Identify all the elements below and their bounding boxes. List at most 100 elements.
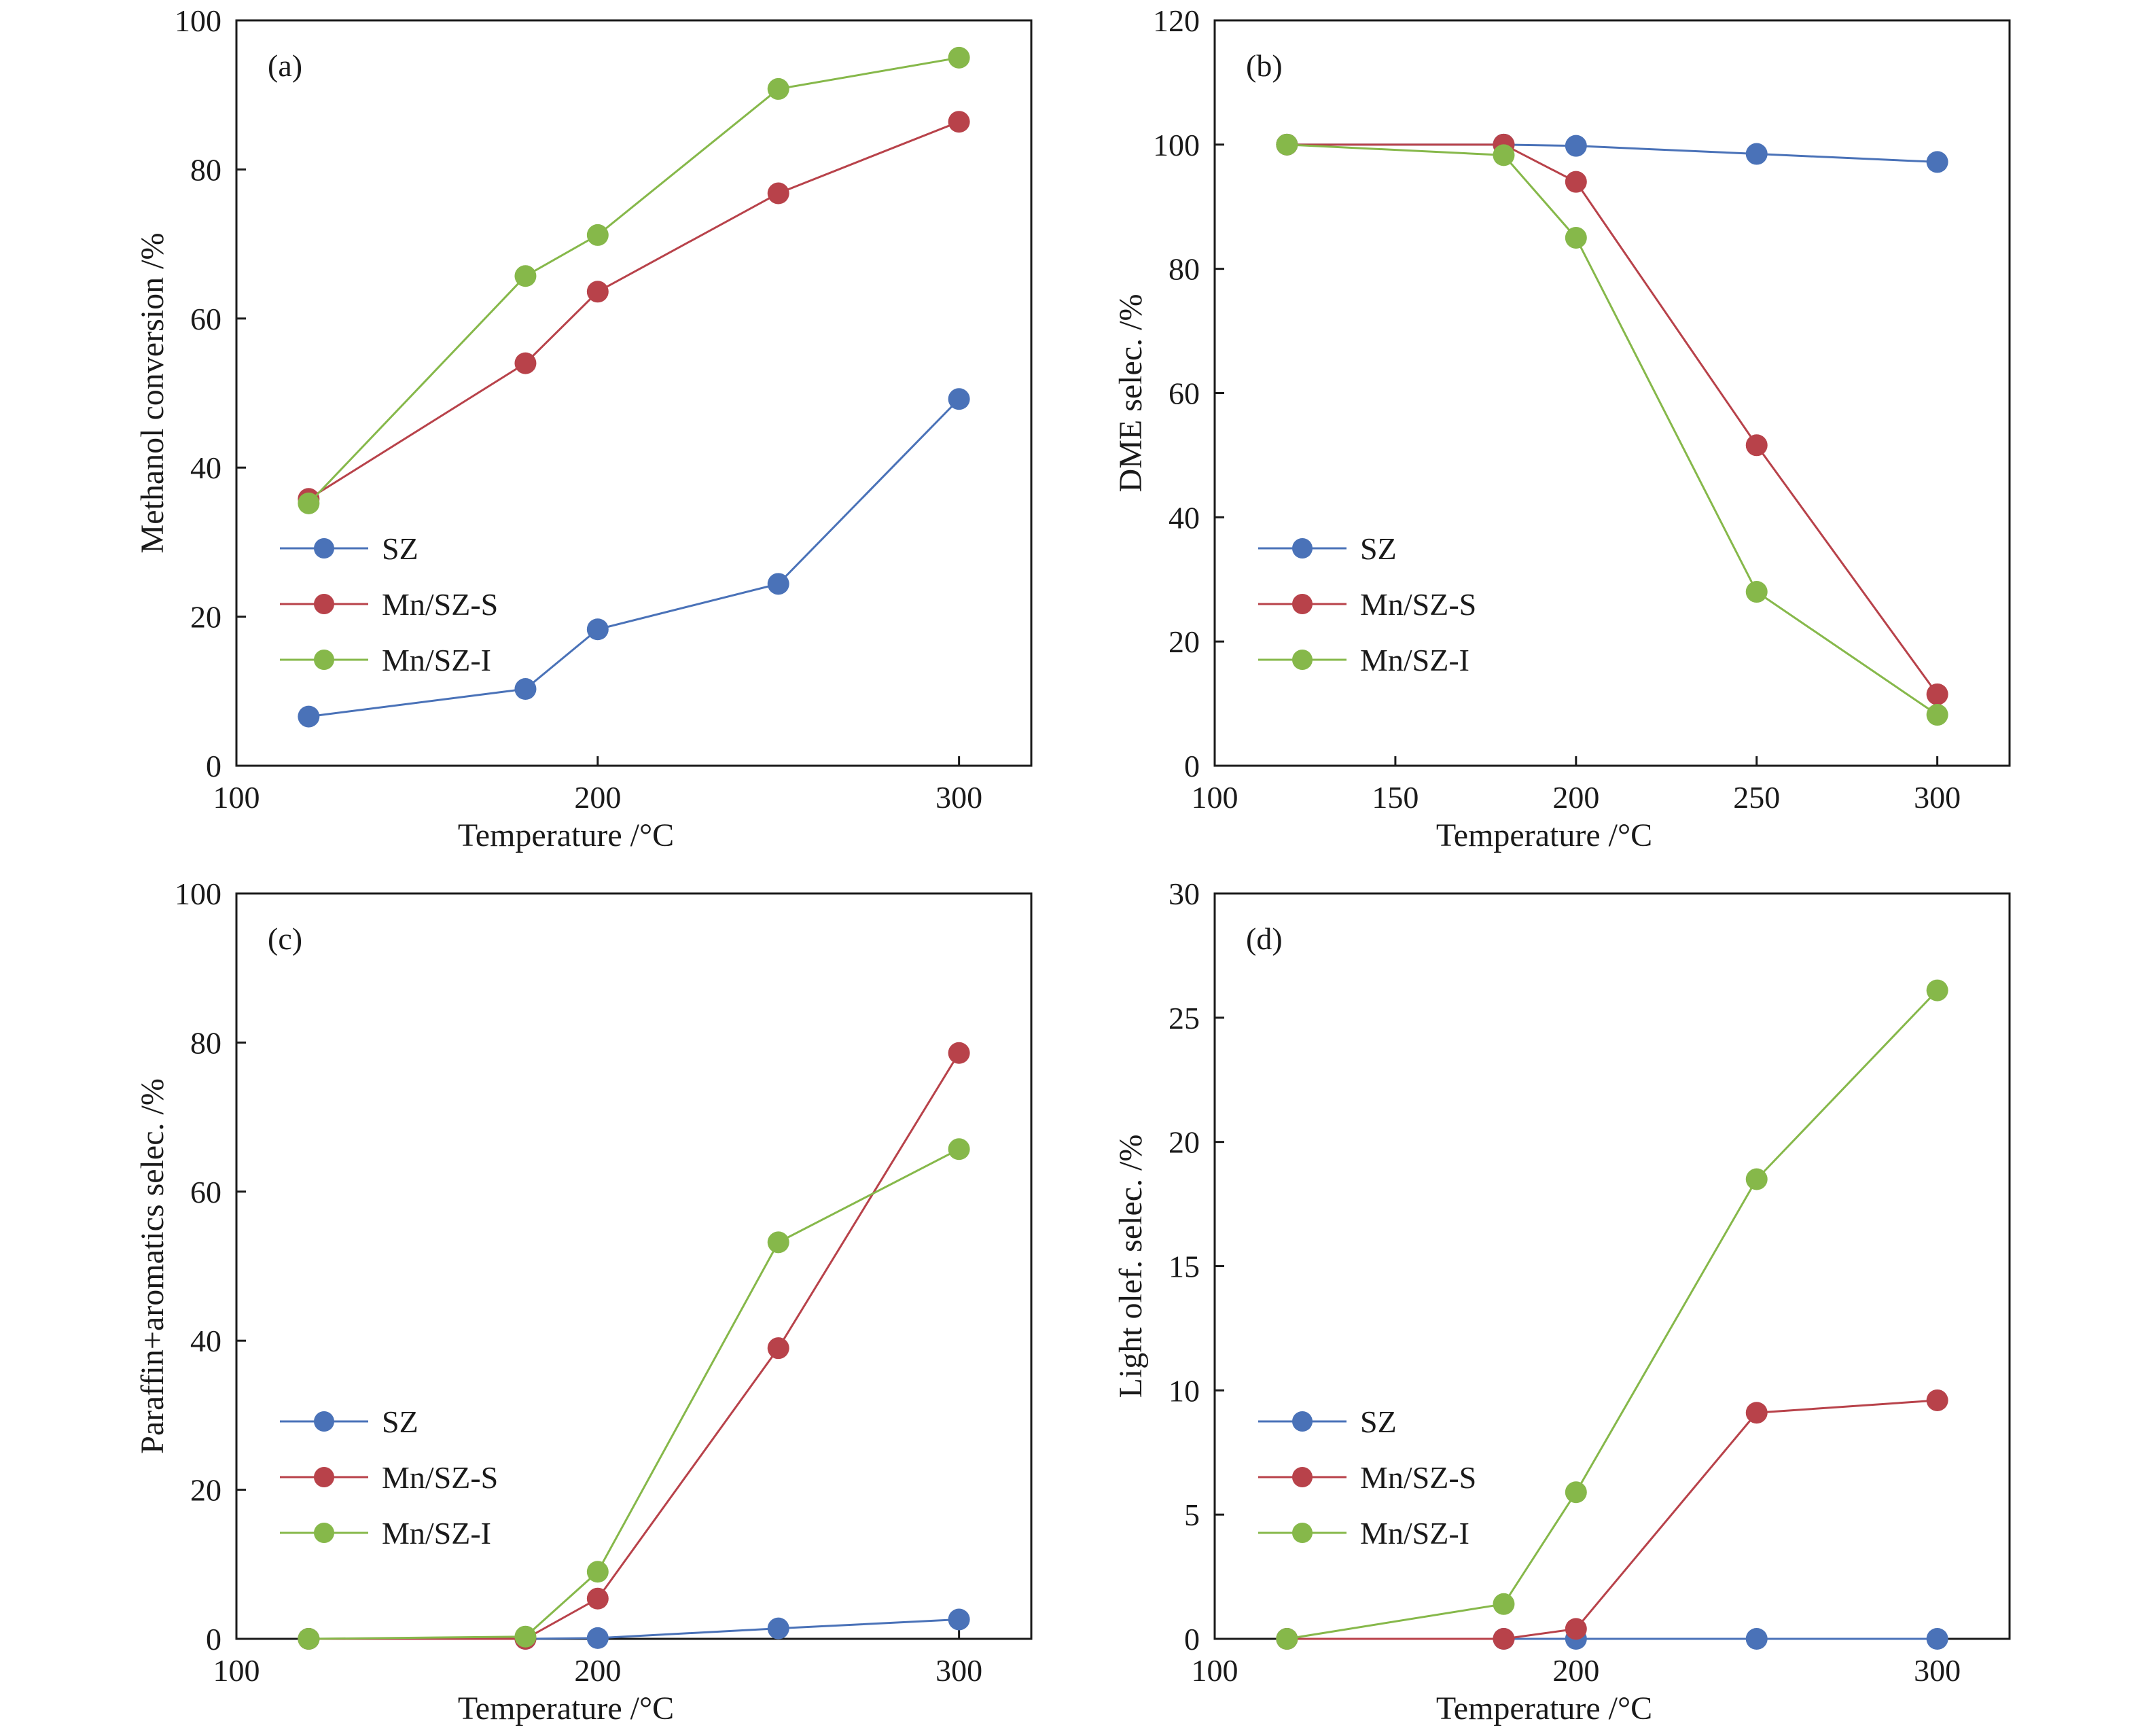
x-axis-title: Temperature /°C bbox=[458, 1690, 674, 1726]
panel-label: (a) bbox=[268, 48, 302, 83]
legend-marker bbox=[314, 650, 334, 670]
data-point bbox=[1493, 144, 1515, 166]
data-point bbox=[1493, 1593, 1515, 1615]
panel-label: (d) bbox=[1246, 921, 1283, 956]
x-tick-label: 200 bbox=[1552, 1653, 1599, 1688]
x-axis-title: Temperature /°C bbox=[1436, 817, 1652, 853]
data-point bbox=[1493, 1628, 1515, 1650]
y-tick-label: 120 bbox=[1153, 3, 1200, 38]
data-point bbox=[767, 182, 789, 205]
y-tick-label: 0 bbox=[1184, 749, 1200, 783]
data-point bbox=[948, 388, 970, 410]
data-point bbox=[1276, 133, 1298, 156]
data-point bbox=[586, 1627, 609, 1649]
y-tick-label: 100 bbox=[175, 3, 221, 38]
panel-label: (c) bbox=[268, 921, 302, 956]
data-point bbox=[1565, 1481, 1587, 1504]
data-point bbox=[514, 678, 537, 701]
legend-marker bbox=[1292, 1467, 1313, 1487]
legend-label: Mn/SZ-S bbox=[382, 587, 498, 622]
legend-marker bbox=[1292, 1523, 1313, 1543]
data-point bbox=[586, 1561, 609, 1583]
legend-marker bbox=[1292, 1411, 1313, 1432]
data-point bbox=[767, 1337, 789, 1360]
y-tick-label: 20 bbox=[1169, 1125, 1200, 1160]
series-line-sz bbox=[308, 1618, 959, 1640]
data-point bbox=[948, 1042, 970, 1064]
y-tick-label: 0 bbox=[206, 749, 221, 783]
y-tick-label: 100 bbox=[175, 876, 221, 911]
data-point bbox=[514, 265, 537, 287]
data-point bbox=[1926, 1628, 1948, 1650]
y-tick-label: 20 bbox=[1169, 624, 1200, 659]
legend-marker bbox=[314, 1523, 334, 1543]
legend: SZ Mn/SZ-S Mn/SZ-I bbox=[1258, 1404, 1476, 1551]
y-tick-label: 60 bbox=[190, 1175, 221, 1209]
legend-label: SZ bbox=[1360, 1404, 1397, 1439]
y-tick-label: 0 bbox=[1184, 1622, 1200, 1657]
legend-label: Mn/SZ-I bbox=[1360, 643, 1469, 677]
x-tick-label: 250 bbox=[1733, 780, 1780, 815]
data-point bbox=[948, 111, 970, 133]
data-point bbox=[586, 1587, 609, 1610]
panel-b: 0 20 40 60 80 100 120 100 150 200 250 300 Temperatur… bbox=[1113, 3, 2011, 853]
x-tick-label: 100 bbox=[213, 780, 260, 815]
y-tick-label: 10 bbox=[1169, 1373, 1200, 1408]
data-point bbox=[1926, 704, 1948, 726]
series-line-mn-sz-s bbox=[308, 120, 960, 500]
data-point bbox=[1926, 683, 1948, 705]
data-point bbox=[298, 705, 320, 728]
x-tick-label: 150 bbox=[1372, 780, 1419, 815]
panel-c: 0 20 40 60 80 100 100 200 300 Temperature /°C Para… bbox=[135, 876, 1033, 1726]
data-point bbox=[586, 618, 609, 641]
data-point bbox=[1565, 1618, 1587, 1640]
series-line-mn-sz-i bbox=[308, 1148, 960, 1640]
legend-label: Mn/SZ-S bbox=[1360, 587, 1476, 622]
legend-marker bbox=[1292, 594, 1313, 614]
data-point bbox=[514, 352, 537, 374]
legend-label: SZ bbox=[382, 531, 418, 566]
x-tick-label: 300 bbox=[1914, 1653, 1961, 1688]
data-point bbox=[514, 1625, 537, 1648]
x-tick-label: 300 bbox=[935, 780, 982, 815]
legend-marker bbox=[314, 538, 334, 559]
data-point bbox=[1926, 979, 1948, 1002]
plot-frame bbox=[235, 892, 1033, 1640]
series-line-sz bbox=[1287, 143, 1938, 163]
legend: SZ Mn/SZ-S Mn/SZ-I bbox=[280, 1404, 498, 1551]
y-tick-label: 30 bbox=[1169, 876, 1200, 911]
data-point bbox=[1745, 143, 1768, 165]
data-point bbox=[298, 492, 320, 514]
x-tick-label: 100 bbox=[1192, 1653, 1238, 1688]
legend-marker bbox=[1292, 538, 1313, 559]
y-axis-title: Paraffin+aromatics selec. /% bbox=[135, 1078, 171, 1454]
data-point bbox=[586, 281, 609, 303]
data-point bbox=[1926, 151, 1948, 173]
panel-label: (b) bbox=[1246, 48, 1283, 83]
data-point bbox=[767, 573, 789, 595]
y-tick-label: 40 bbox=[190, 450, 221, 485]
legend: SZ Mn/SZ-S Mn/SZ-I bbox=[1258, 531, 1476, 677]
legend-label: Mn/SZ-S bbox=[1360, 1460, 1476, 1495]
data-point bbox=[948, 1608, 970, 1631]
y-tick-label: 80 bbox=[190, 152, 221, 187]
plot-frame bbox=[1213, 19, 2011, 767]
data-point bbox=[948, 46, 970, 69]
x-tick-label: 200 bbox=[574, 1653, 621, 1688]
y-tick-label: 60 bbox=[1169, 376, 1200, 411]
legend-label: Mn/SZ-I bbox=[382, 643, 491, 677]
y-tick-label: 20 bbox=[190, 1473, 221, 1508]
data-point bbox=[1565, 171, 1587, 193]
y-tick-label: 40 bbox=[1169, 500, 1200, 535]
series-line-mn-sz-s bbox=[308, 1052, 960, 1640]
legend-label: Mn/SZ-S bbox=[382, 1460, 498, 1495]
legend-marker bbox=[314, 1411, 334, 1432]
data-point bbox=[1276, 1628, 1298, 1650]
data-point bbox=[948, 1138, 970, 1161]
data-point bbox=[1926, 1389, 1948, 1411]
x-tick-label: 100 bbox=[1192, 780, 1238, 815]
y-tick-label: 0 bbox=[206, 1622, 221, 1657]
data-point bbox=[1745, 581, 1768, 603]
data-point bbox=[1565, 135, 1587, 157]
